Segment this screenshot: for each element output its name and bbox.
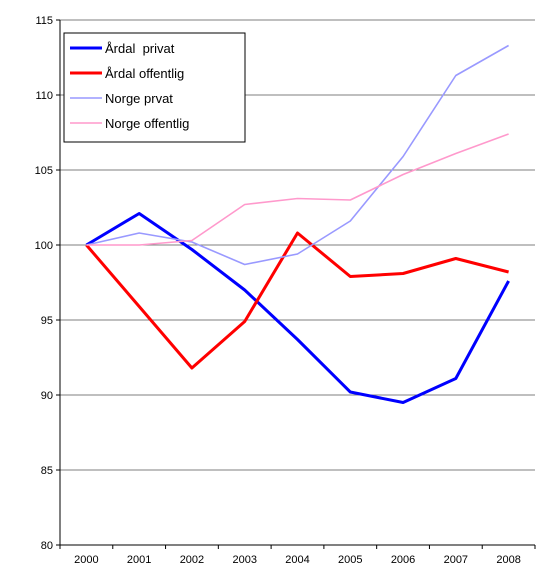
y-tick-label: 85 (41, 465, 53, 477)
legend-label: Norge prvat (105, 91, 173, 106)
x-tick-label: 2003 (232, 554, 256, 566)
x-tick-label: 2005 (338, 554, 362, 566)
y-tick-label: 80 (41, 540, 53, 552)
series-line (86, 44, 509, 266)
x-tick-label: 2007 (444, 554, 468, 566)
x-tick-label: 2000 (74, 554, 98, 566)
legend-box (63, 32, 246, 143)
legend-label: Norge offentlig (105, 116, 189, 131)
x-tick-label: 2002 (180, 554, 204, 566)
y-tick-label: 115 (35, 15, 53, 27)
series-lines (85, 44, 510, 404)
y-tick-label: 105 (35, 165, 53, 177)
y-axis-ticks: 80 85 90 95 100 105 110 115 (35, 15, 60, 552)
y-tick-label: 110 (35, 90, 53, 102)
y-tick-label: 95 (41, 315, 53, 327)
series-line (85, 212, 510, 404)
series-line (85, 231, 509, 370)
legend-label: Årdal offentlig (105, 66, 184, 81)
legend: Årdal privat Årdal offentlig Norge prvat No… (63, 32, 246, 143)
x-axis-ticks: 2000 2001 2002 2003 2004 2005 2006 2007 2008 (59, 545, 536, 566)
x-tick-label: 2006 (391, 554, 415, 566)
series-line (86, 133, 509, 246)
x-tick-label: 2004 (285, 554, 309, 566)
y-tick-label: 100 (35, 240, 53, 252)
x-tick-label: 2008 (496, 554, 520, 566)
x-tick-label: 2001 (127, 554, 151, 566)
y-tick-label: 90 (41, 390, 53, 402)
legend-label: Årdal privat (105, 41, 175, 56)
